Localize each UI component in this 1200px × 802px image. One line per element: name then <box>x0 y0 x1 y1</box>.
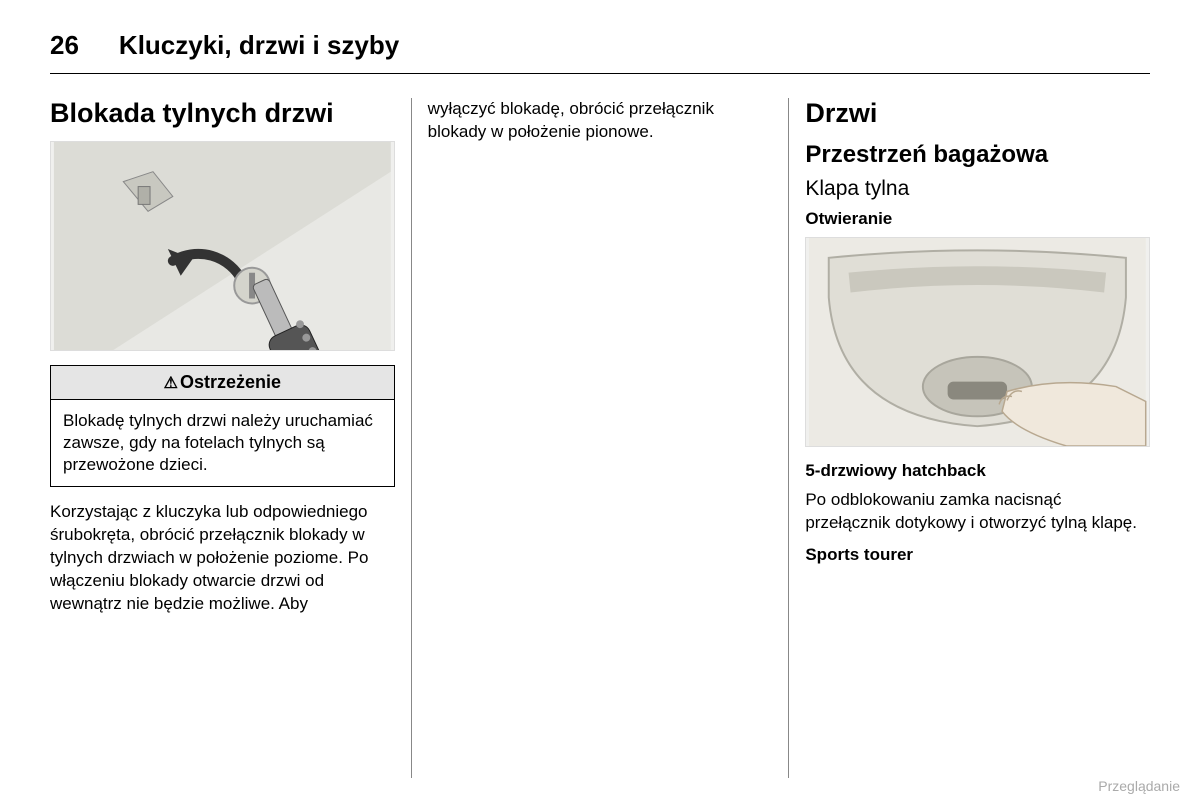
tailgate-illustration <box>806 238 1149 446</box>
col3-subsubheading: Klapa tylna <box>805 177 1150 201</box>
col1-heading: Blokada tylnych drzwi <box>50 98 395 129</box>
warning-label: Ostrzeżenie <box>180 372 281 392</box>
warning-body: Blokadę tylnych drzwi należy uruchamiać … <box>51 400 394 486</box>
page-number: 26 <box>50 30 79 61</box>
warning-header: ⚠Ostrzeżenie <box>51 366 394 400</box>
col3-heading: Drzwi <box>805 98 1150 129</box>
label-sports-tourer: Sports tourer <box>805 545 1150 565</box>
page: 26 Kluczyki, drzwi i szyby Blokada tylny… <box>0 0 1200 778</box>
content-columns: Blokada tylnych drzwi <box>50 98 1150 778</box>
warning-box: ⚠Ostrzeżenie Blokadę tylnych drzwi należ… <box>50 365 395 487</box>
figure-tailgate <box>805 237 1150 447</box>
page-header: 26 Kluczyki, drzwi i szyby <box>50 30 1150 74</box>
label-opening: Otwieranie <box>805 209 1150 229</box>
child-lock-illustration <box>51 142 394 350</box>
col3-paragraph-5d: Po odblokowaniu zamka nacisnąć przełączn… <box>805 489 1150 535</box>
footer-label: Przeglądanie <box>1098 778 1180 794</box>
figure-child-lock <box>50 141 395 351</box>
col2-paragraph: wyłączyć blokadę, obrócić przełącznik bl… <box>428 98 773 144</box>
col1-paragraph: Korzystając z kluczyka lub odpowiedniego… <box>50 501 395 616</box>
column-1: Blokada tylnych drzwi <box>50 98 411 778</box>
chapter-title: Kluczyki, drzwi i szyby <box>119 30 399 61</box>
col3-subheading: Przestrzeń bagażowa <box>805 141 1150 169</box>
warning-icon: ⚠ <box>164 375 178 392</box>
column-3: Drzwi Przestrzeń bagażowa Klapa tylna Ot… <box>789 98 1150 778</box>
column-2: wyłączyć blokadę, obrócić przełącznik bl… <box>412 98 789 778</box>
label-5door: 5-drzwiowy hatchback <box>805 461 1150 481</box>
